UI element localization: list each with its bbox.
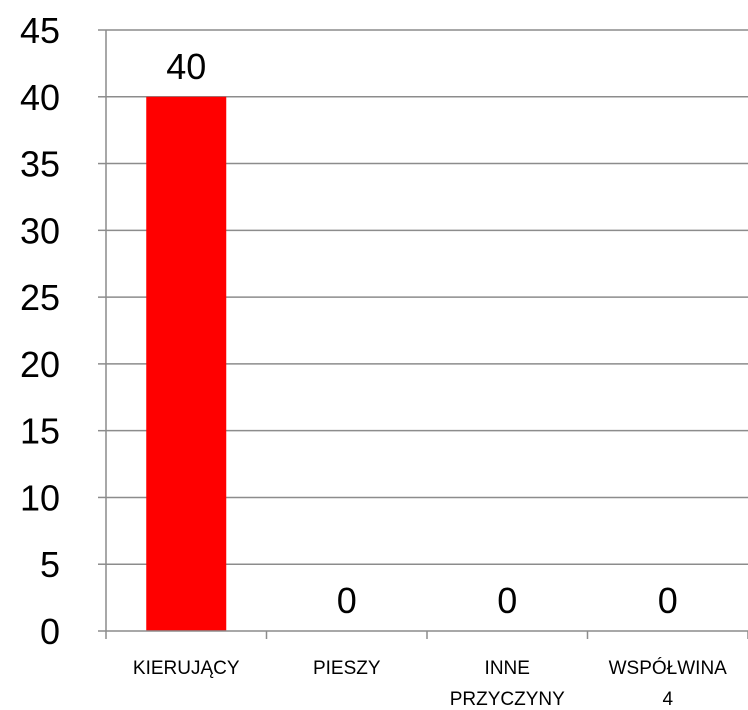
x-axis-tick-labels: KIERUJĄCY PIESZY INNE PRZYCZYNY WSPÓŁWINA 4 — [133, 657, 727, 710]
x-tick-label-line: INNE — [485, 658, 530, 679]
data-labels: 40 0 0 0 — [166, 46, 678, 621]
x-tick-label-line: PIESZY — [313, 658, 381, 679]
data-label: 0 — [497, 580, 517, 621]
x-tick-label-line: PRZYCZYNY — [450, 689, 565, 710]
x-tick-label-line: 4 — [662, 689, 673, 710]
bars — [146, 96, 227, 632]
bar — [146, 96, 227, 632]
y-tick-label: 5 — [40, 544, 60, 585]
y-tick-label: 45 — [20, 10, 60, 51]
x-tick-label: PIESZY — [313, 658, 381, 679]
x-tick-label: KIERUJĄCY — [133, 658, 240, 679]
x-tick-label-line: WSPÓŁWINA — [609, 657, 728, 679]
x-tick-label: WSPÓŁWINA 4 — [609, 657, 728, 710]
y-tick-label: 40 — [20, 77, 60, 118]
data-label: 0 — [337, 580, 357, 621]
data-label: 0 — [658, 580, 678, 621]
y-tick-label: 10 — [20, 477, 60, 518]
data-label: 40 — [166, 46, 206, 87]
x-tick-label-line: KIERUJĄCY — [133, 658, 240, 679]
y-tick-label: 20 — [20, 344, 60, 385]
y-axis-tick-labels: 0 5 10 15 20 25 30 35 40 45 — [20, 10, 60, 652]
y-tick-label: 0 — [40, 611, 60, 652]
axes — [98, 29, 748, 639]
x-tick-label: INNE PRZYCZYNY — [450, 658, 565, 710]
y-tick-label: 25 — [20, 277, 60, 318]
y-tick-label: 30 — [20, 210, 60, 251]
y-tick-label: 15 — [20, 411, 60, 452]
y-tick-label: 35 — [20, 144, 60, 185]
